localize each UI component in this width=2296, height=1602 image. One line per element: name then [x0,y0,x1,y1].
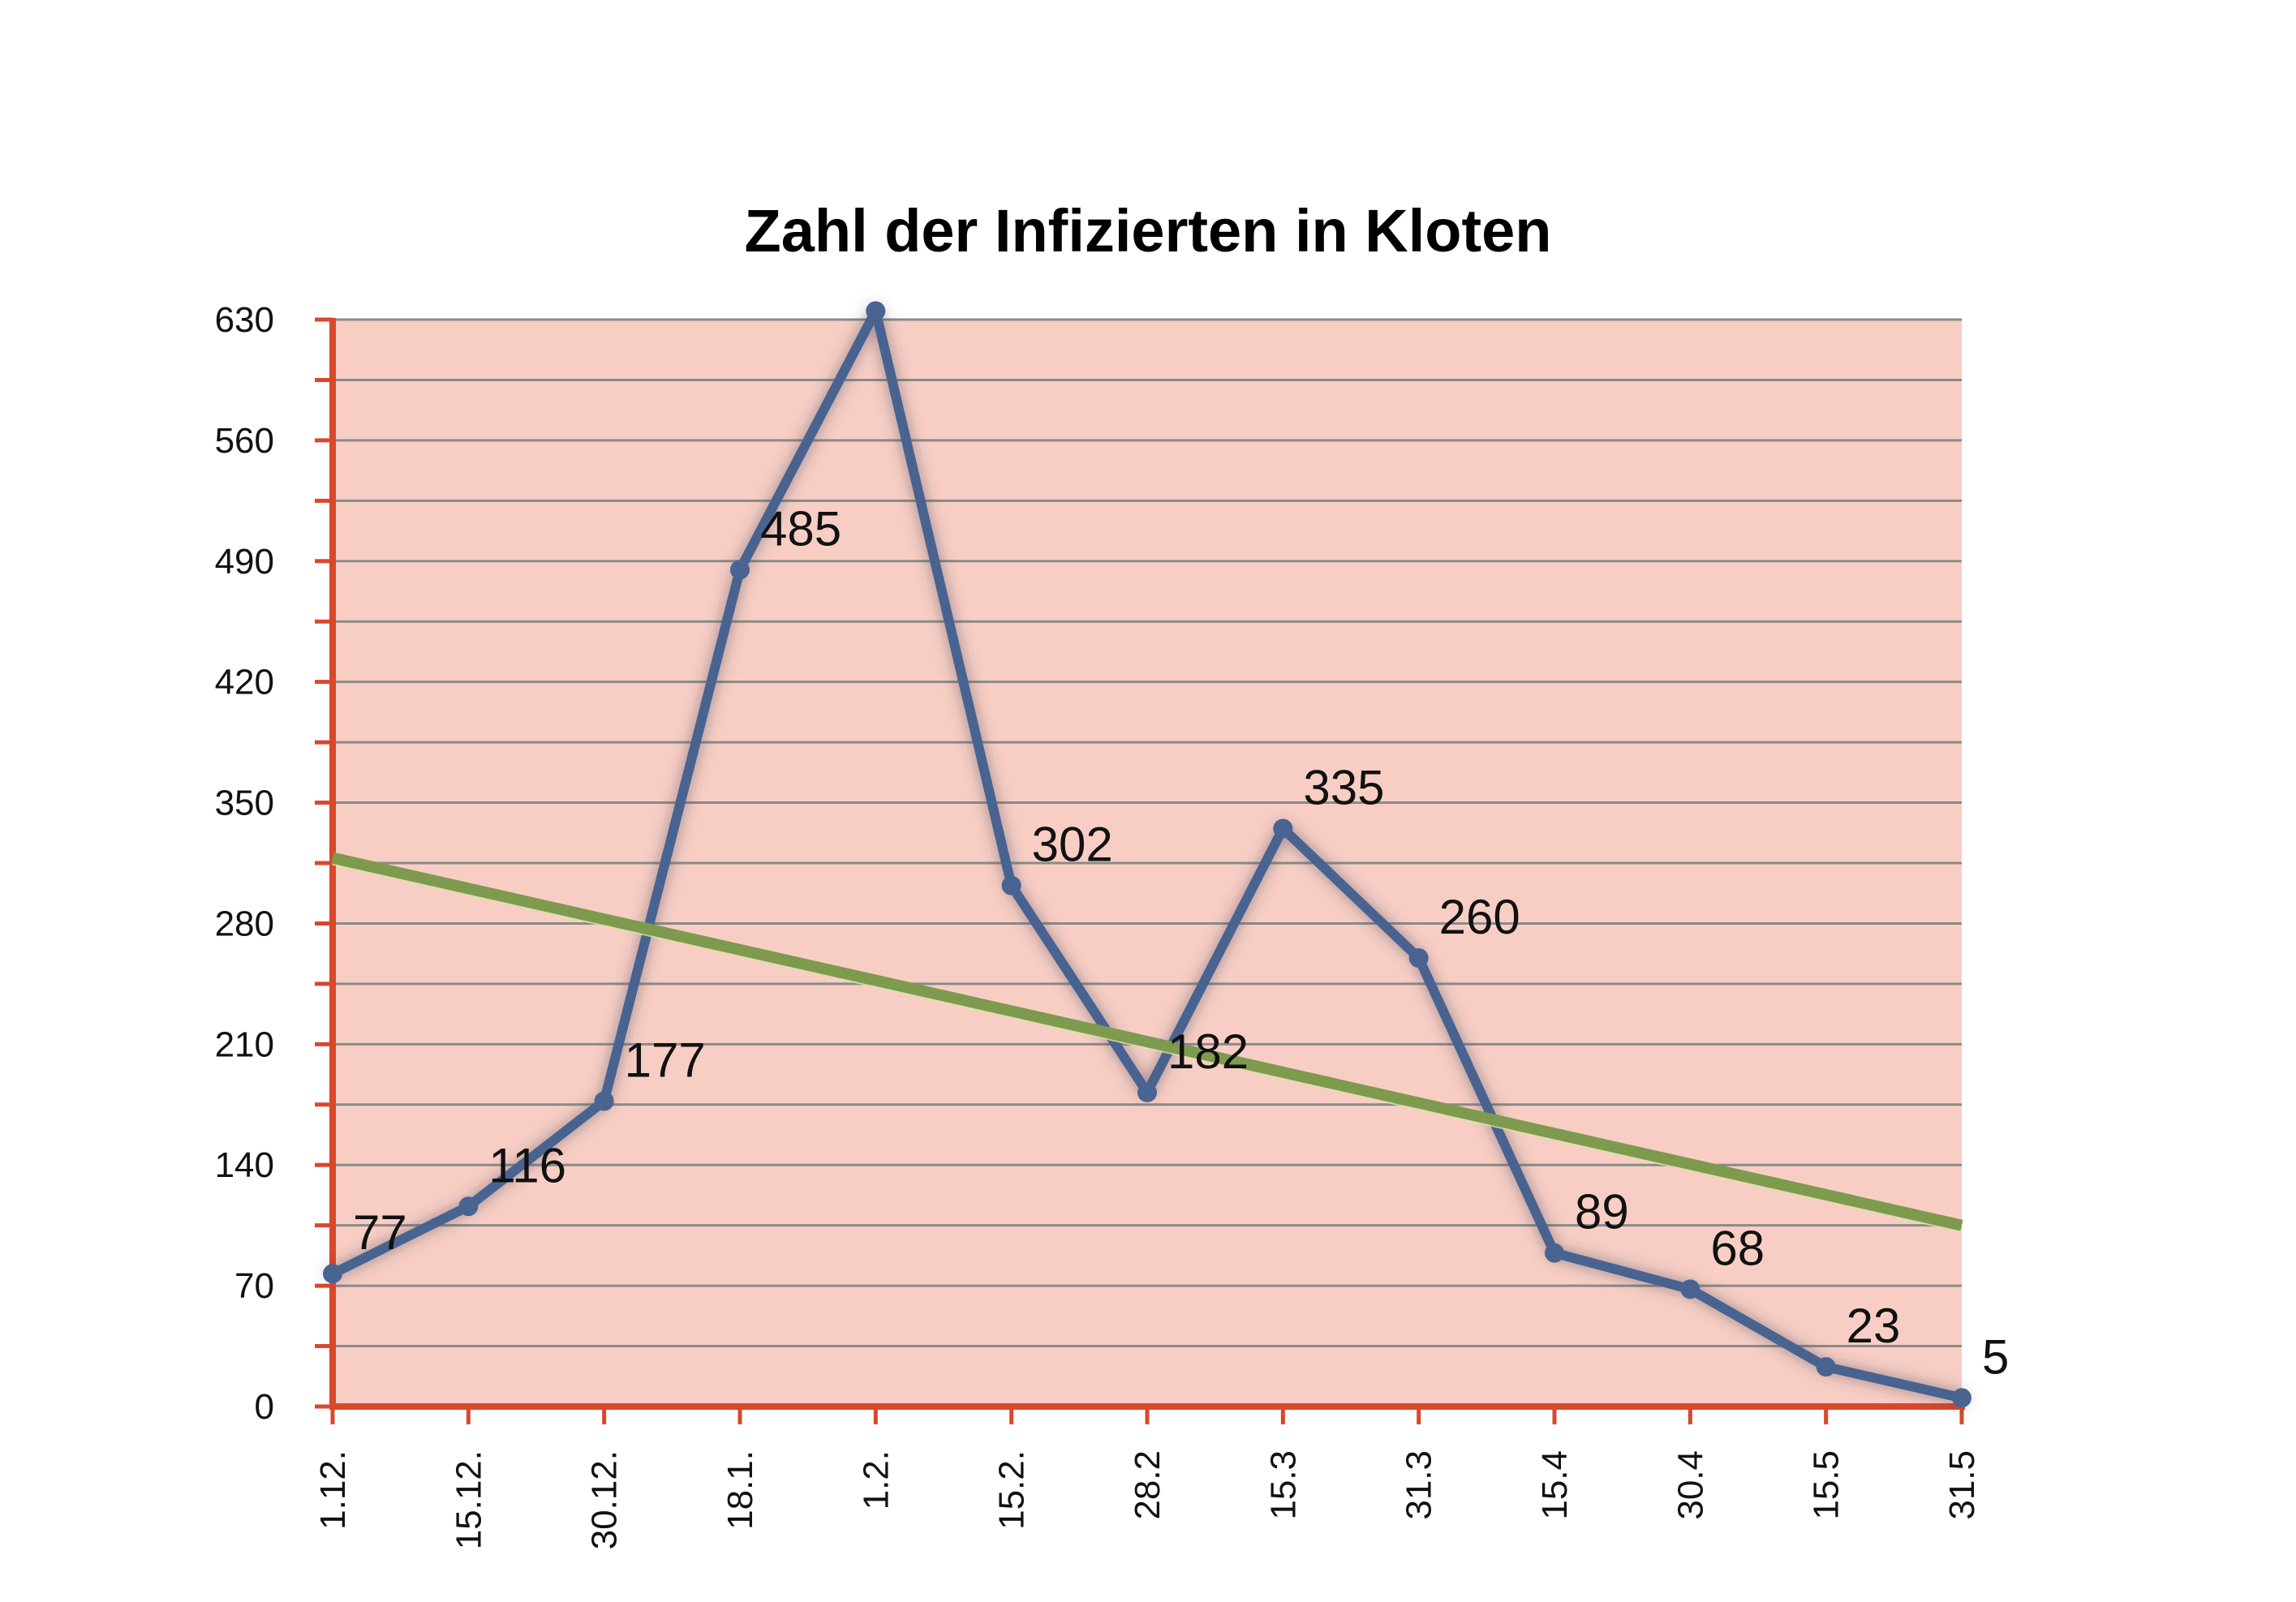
y-tick-label: 560 [215,421,274,461]
data-point [1273,818,1293,839]
data-label: 260 [1439,890,1520,944]
x-tick-label: 15.5 [1807,1450,1847,1520]
x-tick-label: 28.2 [1128,1450,1167,1520]
x-tick-label: 15.2. [992,1450,1032,1530]
data-point [1137,1082,1157,1102]
data-label: 68 [1710,1221,1765,1275]
data-label: 302 [1032,818,1113,872]
data-point [323,1264,342,1284]
data-point [1545,1243,1564,1263]
y-tick-label: 210 [215,1024,274,1064]
data-label: 116 [488,1138,566,1192]
data-point [1680,1279,1701,1299]
chart-title: Zahl der Infizierten in Kloten [745,197,1552,264]
x-tick-label: 15.4 [1535,1450,1575,1520]
x-tick-label: 31.5 [1942,1450,1982,1520]
x-tick-label: 15.12. [449,1450,488,1549]
y-tick-label: 280 [215,904,274,943]
data-label: 89 [1575,1185,1629,1239]
data-label: 485 [760,501,841,556]
data-label: 177 [625,1033,706,1088]
y-tick-label: 0 [255,1387,274,1427]
x-tick-label: 1.12. [313,1450,353,1530]
x-tick-label: 31.3 [1400,1450,1439,1520]
data-label: 5 [1982,1329,2009,1384]
data-label: 335 [1303,760,1384,814]
y-tick-label: 420 [215,663,274,702]
data-point [594,1091,614,1111]
data-point [730,560,750,580]
data-point [866,301,886,321]
y-tick-label: 490 [215,542,274,582]
data-point [1952,1388,1971,1408]
y-tick-label: 140 [215,1145,274,1185]
trendline [331,852,1963,1231]
data-label: 23 [1847,1299,1901,1353]
x-tick-label: 1.2. [856,1450,896,1510]
data-point [1408,947,1429,968]
x-tick-label: 15.3 [1263,1450,1303,1520]
data-label: 182 [1167,1024,1249,1079]
y-tick-label: 70 [234,1266,274,1306]
data-point [458,1196,479,1217]
y-tick-label: 630 [215,300,274,340]
x-tick-label: 18.1. [720,1450,760,1530]
data-label: 77 [353,1205,407,1260]
y-tick-label: 350 [215,784,274,823]
x-tick-label: 30.12. [585,1450,625,1549]
data-point [1816,1357,1836,1377]
x-tick-label: 30.4 [1670,1450,1710,1520]
data-point [1001,875,1021,895]
